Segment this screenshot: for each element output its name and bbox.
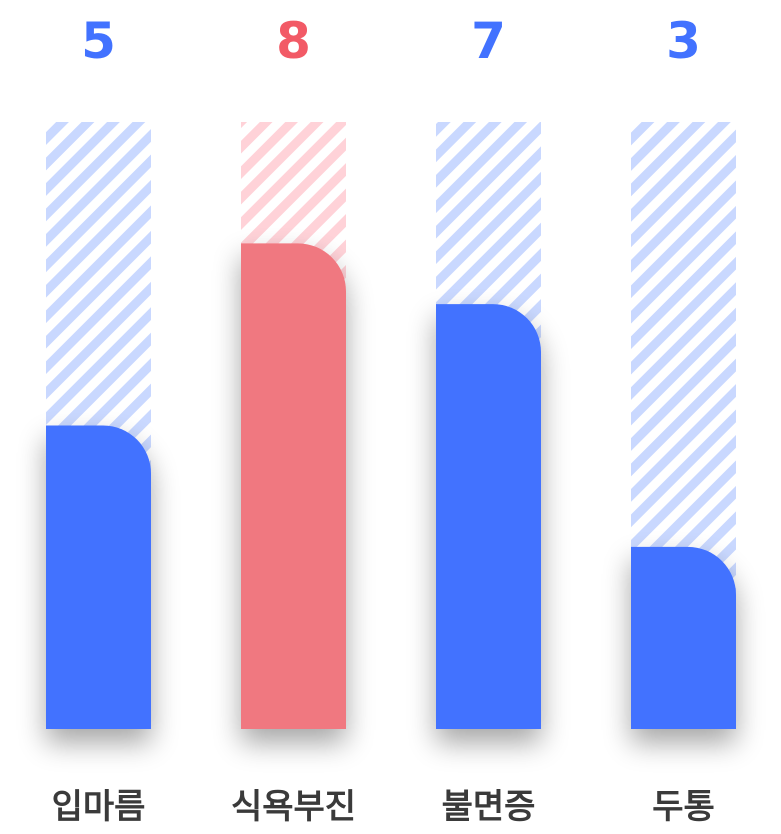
value-label: 3 xyxy=(666,12,701,70)
category-label: 입마름 xyxy=(52,787,146,827)
value-label: 7 xyxy=(471,12,506,70)
bar xyxy=(436,304,541,729)
bars xyxy=(46,243,736,729)
category-label: 두통 xyxy=(652,787,715,827)
bar xyxy=(46,425,151,729)
category-label: 식욕부진 xyxy=(231,787,356,827)
value-labels: 5 8 7 3 xyxy=(81,12,701,70)
category-label: 불면증 xyxy=(442,787,536,827)
category-labels: 입마름 식욕부진 불면증 두통 xyxy=(52,787,715,827)
bar xyxy=(631,546,736,729)
bar xyxy=(241,243,346,729)
value-label: 5 xyxy=(81,12,116,70)
value-label: 8 xyxy=(276,12,311,70)
